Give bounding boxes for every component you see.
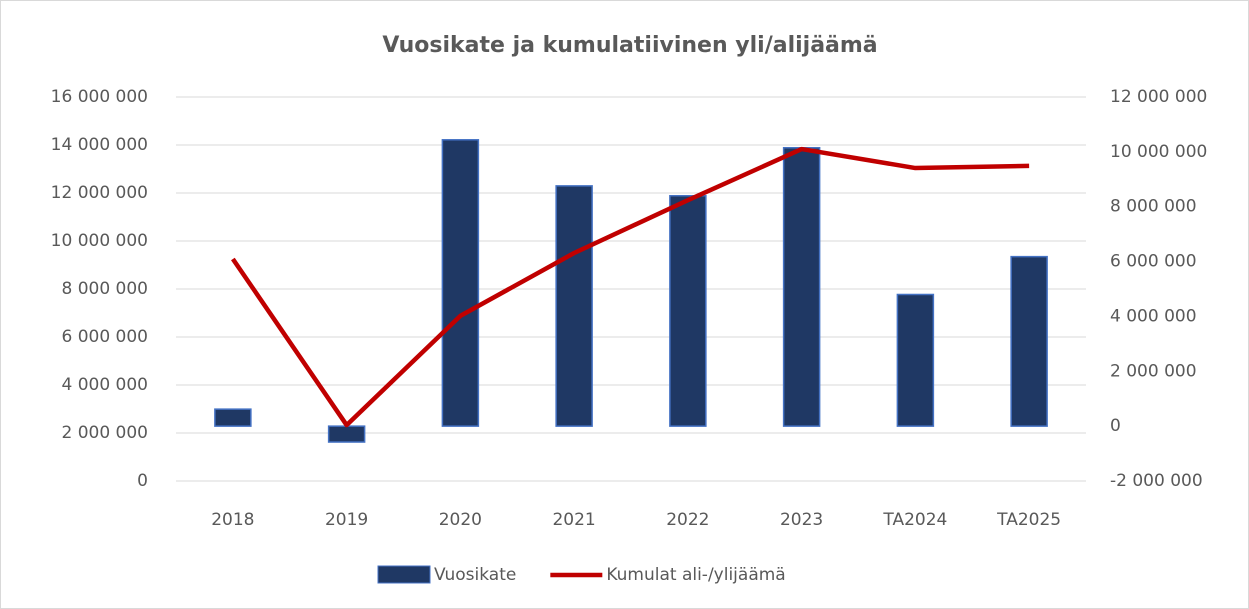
y-tick-label: 6 000 000 [61, 327, 148, 347]
chart-title: Vuosikate ja kumulatiivinen yli/alijäämä [382, 33, 877, 58]
x-tick-label: 2021 [552, 510, 595, 530]
y2-tick-label: 0 [1110, 416, 1121, 436]
bar [896, 293, 935, 427]
x-tick-label: 2022 [666, 510, 709, 530]
bar [555, 185, 593, 427]
y-tick-label: 0 [137, 471, 148, 491]
y2-tick-label: 4 000 000 [1110, 306, 1197, 326]
y-tick-label: 16 000 000 [51, 87, 148, 107]
bar [441, 139, 480, 427]
y2-tick-label: -2 000 000 [1110, 471, 1203, 491]
x-tick-label: 2019 [325, 510, 368, 530]
bar [214, 408, 252, 427]
bar [669, 194, 707, 427]
y-tick-label: 2 000 000 [61, 423, 148, 443]
x-tick-label: 2018 [211, 510, 254, 530]
x-tick-label: TA2024 [882, 510, 947, 530]
y2-tick-label: 10 000 000 [1110, 142, 1207, 162]
x-tick-label: 2020 [439, 510, 482, 530]
y2-tick-label: 2 000 000 [1110, 361, 1197, 381]
y2-tick-label: 8 000 000 [1110, 197, 1197, 217]
bar [327, 425, 366, 443]
y-tick-label: 8 000 000 [61, 279, 148, 299]
y-tick-label: 4 000 000 [61, 375, 148, 395]
legend-label: Vuosikate [434, 565, 516, 585]
bar [1010, 255, 1048, 427]
line [231, 146, 1030, 428]
bar [782, 146, 821, 427]
y-tick-label: 14 000 000 [51, 135, 148, 155]
x-tick-label: 2023 [780, 510, 823, 530]
y-tick-label: 12 000 000 [51, 183, 148, 203]
legend-swatch [377, 565, 431, 584]
x-tick-label: TA2025 [996, 510, 1061, 530]
legend-label: Kumulat ali-/ylijäämä [606, 565, 785, 585]
y2-tick-label: 12 000 000 [1110, 87, 1207, 107]
y-tick-label: 10 000 000 [51, 231, 148, 251]
y2-tick-label: 6 000 000 [1110, 252, 1197, 272]
